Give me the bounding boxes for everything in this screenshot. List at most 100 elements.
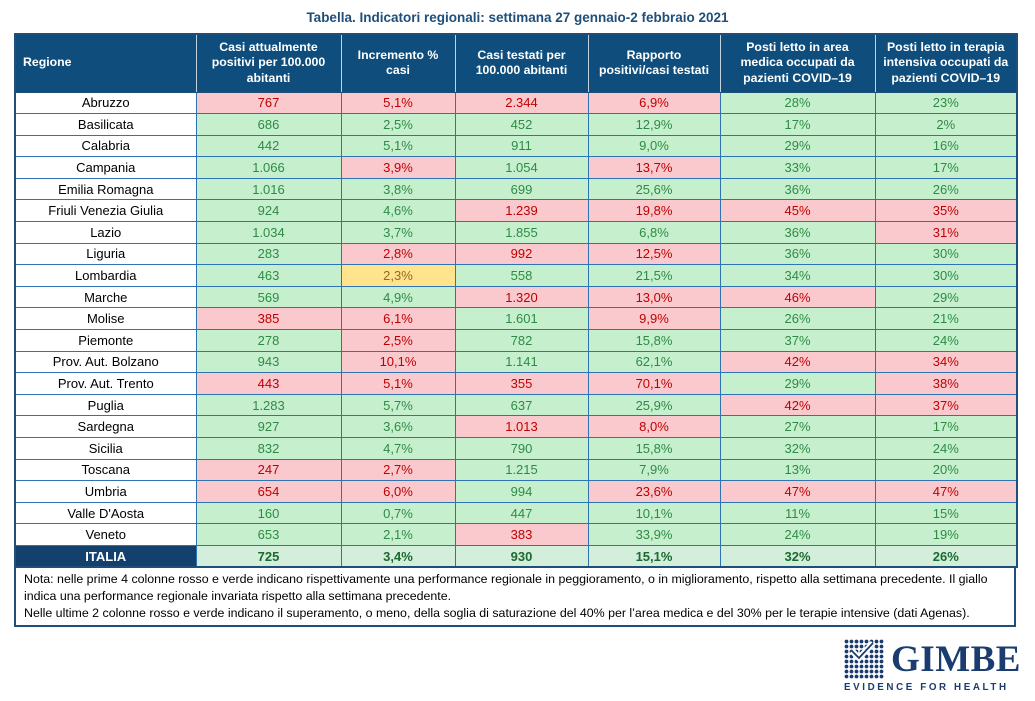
value-cell: 15,1% bbox=[587, 544, 721, 568]
region-cell: Calabria bbox=[14, 134, 197, 158]
note-line-1: Nota: nelle prime 4 colonne rosso e verd… bbox=[24, 572, 988, 603]
value-cell: 11% bbox=[719, 501, 876, 525]
value-cell: 36% bbox=[719, 221, 876, 244]
value-cell: 6,0% bbox=[340, 480, 456, 503]
value-cell: 1.320 bbox=[454, 285, 589, 309]
value-cell: 1.855 bbox=[454, 221, 589, 244]
value-cell: 385 bbox=[195, 307, 342, 331]
value-cell: 927 bbox=[195, 415, 342, 438]
value-cell: 30% bbox=[874, 264, 1018, 287]
region-cell: Valle D'Aosta bbox=[14, 501, 197, 525]
value-cell: 943 bbox=[195, 350, 342, 374]
column-header-rapporto: Rapporto positivi/casi testati bbox=[588, 34, 721, 93]
value-cell: 33,9% bbox=[587, 523, 721, 546]
header-row: Regione Casi attualmente positivi per 10… bbox=[15, 34, 1017, 93]
table-row: Umbria 654 6,0% 994 23,6% 47% 47% bbox=[14, 480, 1018, 503]
value-cell: 13,0% bbox=[587, 285, 721, 309]
value-cell: 21% bbox=[874, 307, 1018, 331]
value-cell: 7,9% bbox=[587, 458, 721, 482]
value-cell: 2,5% bbox=[340, 329, 456, 352]
value-cell: 6,1% bbox=[340, 307, 456, 331]
value-cell: 463 bbox=[195, 264, 342, 287]
value-cell: 452 bbox=[454, 113, 589, 136]
value-cell: 42% bbox=[719, 350, 876, 374]
value-cell: 25,9% bbox=[587, 393, 721, 417]
value-cell: 569 bbox=[195, 285, 342, 309]
region-cell: Marche bbox=[14, 285, 197, 309]
value-cell: 2,8% bbox=[340, 242, 456, 266]
value-cell: 2,1% bbox=[340, 523, 456, 546]
value-cell: 654 bbox=[195, 480, 342, 503]
column-header-area-medica: Posti letto in area medica occupati da p… bbox=[720, 34, 876, 93]
value-cell: 37% bbox=[874, 393, 1018, 417]
value-cell: 24% bbox=[874, 329, 1018, 352]
value-cell: 27% bbox=[719, 415, 876, 438]
value-cell: 36% bbox=[719, 177, 876, 201]
table-row: Veneto 653 2,1% 383 33,9% 24% 19% bbox=[14, 523, 1018, 546]
table-row: Toscana 247 2,7% 1.215 7,9% 13% 20% bbox=[14, 458, 1018, 482]
value-cell: 725 bbox=[195, 544, 342, 568]
value-cell: 1.283 bbox=[195, 393, 342, 417]
value-cell: 1.066 bbox=[195, 156, 342, 179]
value-cell: 29% bbox=[874, 285, 1018, 309]
value-cell: 5,1% bbox=[340, 91, 456, 115]
value-cell: 2,5% bbox=[340, 113, 456, 136]
value-cell: 558 bbox=[454, 264, 589, 287]
value-cell: 12,5% bbox=[587, 242, 721, 266]
column-header-casi-positivi: Casi attualmente positivi per 100.000 ab… bbox=[196, 34, 342, 93]
value-cell: 992 bbox=[454, 242, 589, 266]
value-cell: 45% bbox=[719, 199, 876, 223]
value-cell: 5,1% bbox=[340, 134, 456, 158]
table-row: Calabria 442 5,1% 911 9,0% 29% 16% bbox=[14, 134, 1018, 158]
region-cell: Sardegna bbox=[14, 415, 197, 438]
value-cell: 2.344 bbox=[454, 91, 589, 115]
table-row: Lazio 1.034 3,7% 1.855 6,8% 36% 31% bbox=[14, 221, 1018, 244]
value-cell: 23% bbox=[874, 91, 1018, 115]
value-cell: 37% bbox=[719, 329, 876, 352]
region-cell: Toscana bbox=[14, 458, 197, 482]
region-cell: Basilicata bbox=[14, 113, 197, 136]
value-cell: 13,7% bbox=[587, 156, 721, 179]
value-cell: 911 bbox=[454, 134, 589, 158]
value-cell: 19% bbox=[874, 523, 1018, 546]
region-cell: Veneto bbox=[14, 523, 197, 546]
indicator-table: Regione Casi attualmente positivi per 10… bbox=[14, 33, 1018, 569]
table-row: Piemonte 278 2,5% 782 15,8% 37% 24% bbox=[14, 329, 1018, 352]
table-row: Prov. Aut. Bolzano 943 10,1% 1.141 62,1% 42% 3… bbox=[14, 350, 1018, 374]
value-cell: 6,8% bbox=[587, 221, 721, 244]
value-cell: 247 bbox=[195, 458, 342, 482]
value-cell: 994 bbox=[454, 480, 589, 503]
value-cell: 15% bbox=[874, 501, 1018, 525]
value-cell: 21,5% bbox=[587, 264, 721, 287]
value-cell: 8,0% bbox=[587, 415, 721, 438]
value-cell: 26% bbox=[719, 307, 876, 331]
table-row: Puglia 1.283 5,7% 637 25,9% 42% 37% bbox=[14, 393, 1018, 417]
value-cell: 38% bbox=[874, 372, 1018, 395]
value-cell: 5,1% bbox=[340, 372, 456, 395]
value-cell: 17% bbox=[874, 156, 1018, 179]
value-cell: 1.141 bbox=[454, 350, 589, 374]
value-cell: 5,7% bbox=[340, 393, 456, 417]
value-cell: 832 bbox=[195, 437, 342, 460]
value-cell: 20% bbox=[874, 458, 1018, 482]
value-cell: 447 bbox=[454, 501, 589, 525]
value-cell: 19,8% bbox=[587, 199, 721, 223]
region-cell: Piemonte bbox=[14, 329, 197, 352]
column-header-incremento: Incremento % casi bbox=[341, 34, 456, 93]
value-cell: 26% bbox=[874, 544, 1018, 568]
region-cell: Umbria bbox=[14, 480, 197, 503]
value-cell: 686 bbox=[195, 113, 342, 136]
value-cell: 283 bbox=[195, 242, 342, 266]
value-cell: 31% bbox=[874, 221, 1018, 244]
value-cell: 23,6% bbox=[587, 480, 721, 503]
gimbe-checkerboard-icon bbox=[844, 639, 885, 679]
value-cell: 1.016 bbox=[195, 177, 342, 201]
table-row: Abruzzo 767 5,1% 2.344 6,9% 28% 23% bbox=[14, 91, 1018, 115]
region-cell: Lombardia bbox=[14, 264, 197, 287]
value-cell: 62,1% bbox=[587, 350, 721, 374]
value-cell: 637 bbox=[454, 393, 589, 417]
value-cell: 443 bbox=[195, 372, 342, 395]
value-cell: 1.239 bbox=[454, 199, 589, 223]
value-cell: 9,0% bbox=[587, 134, 721, 158]
value-cell: 13% bbox=[719, 458, 876, 482]
